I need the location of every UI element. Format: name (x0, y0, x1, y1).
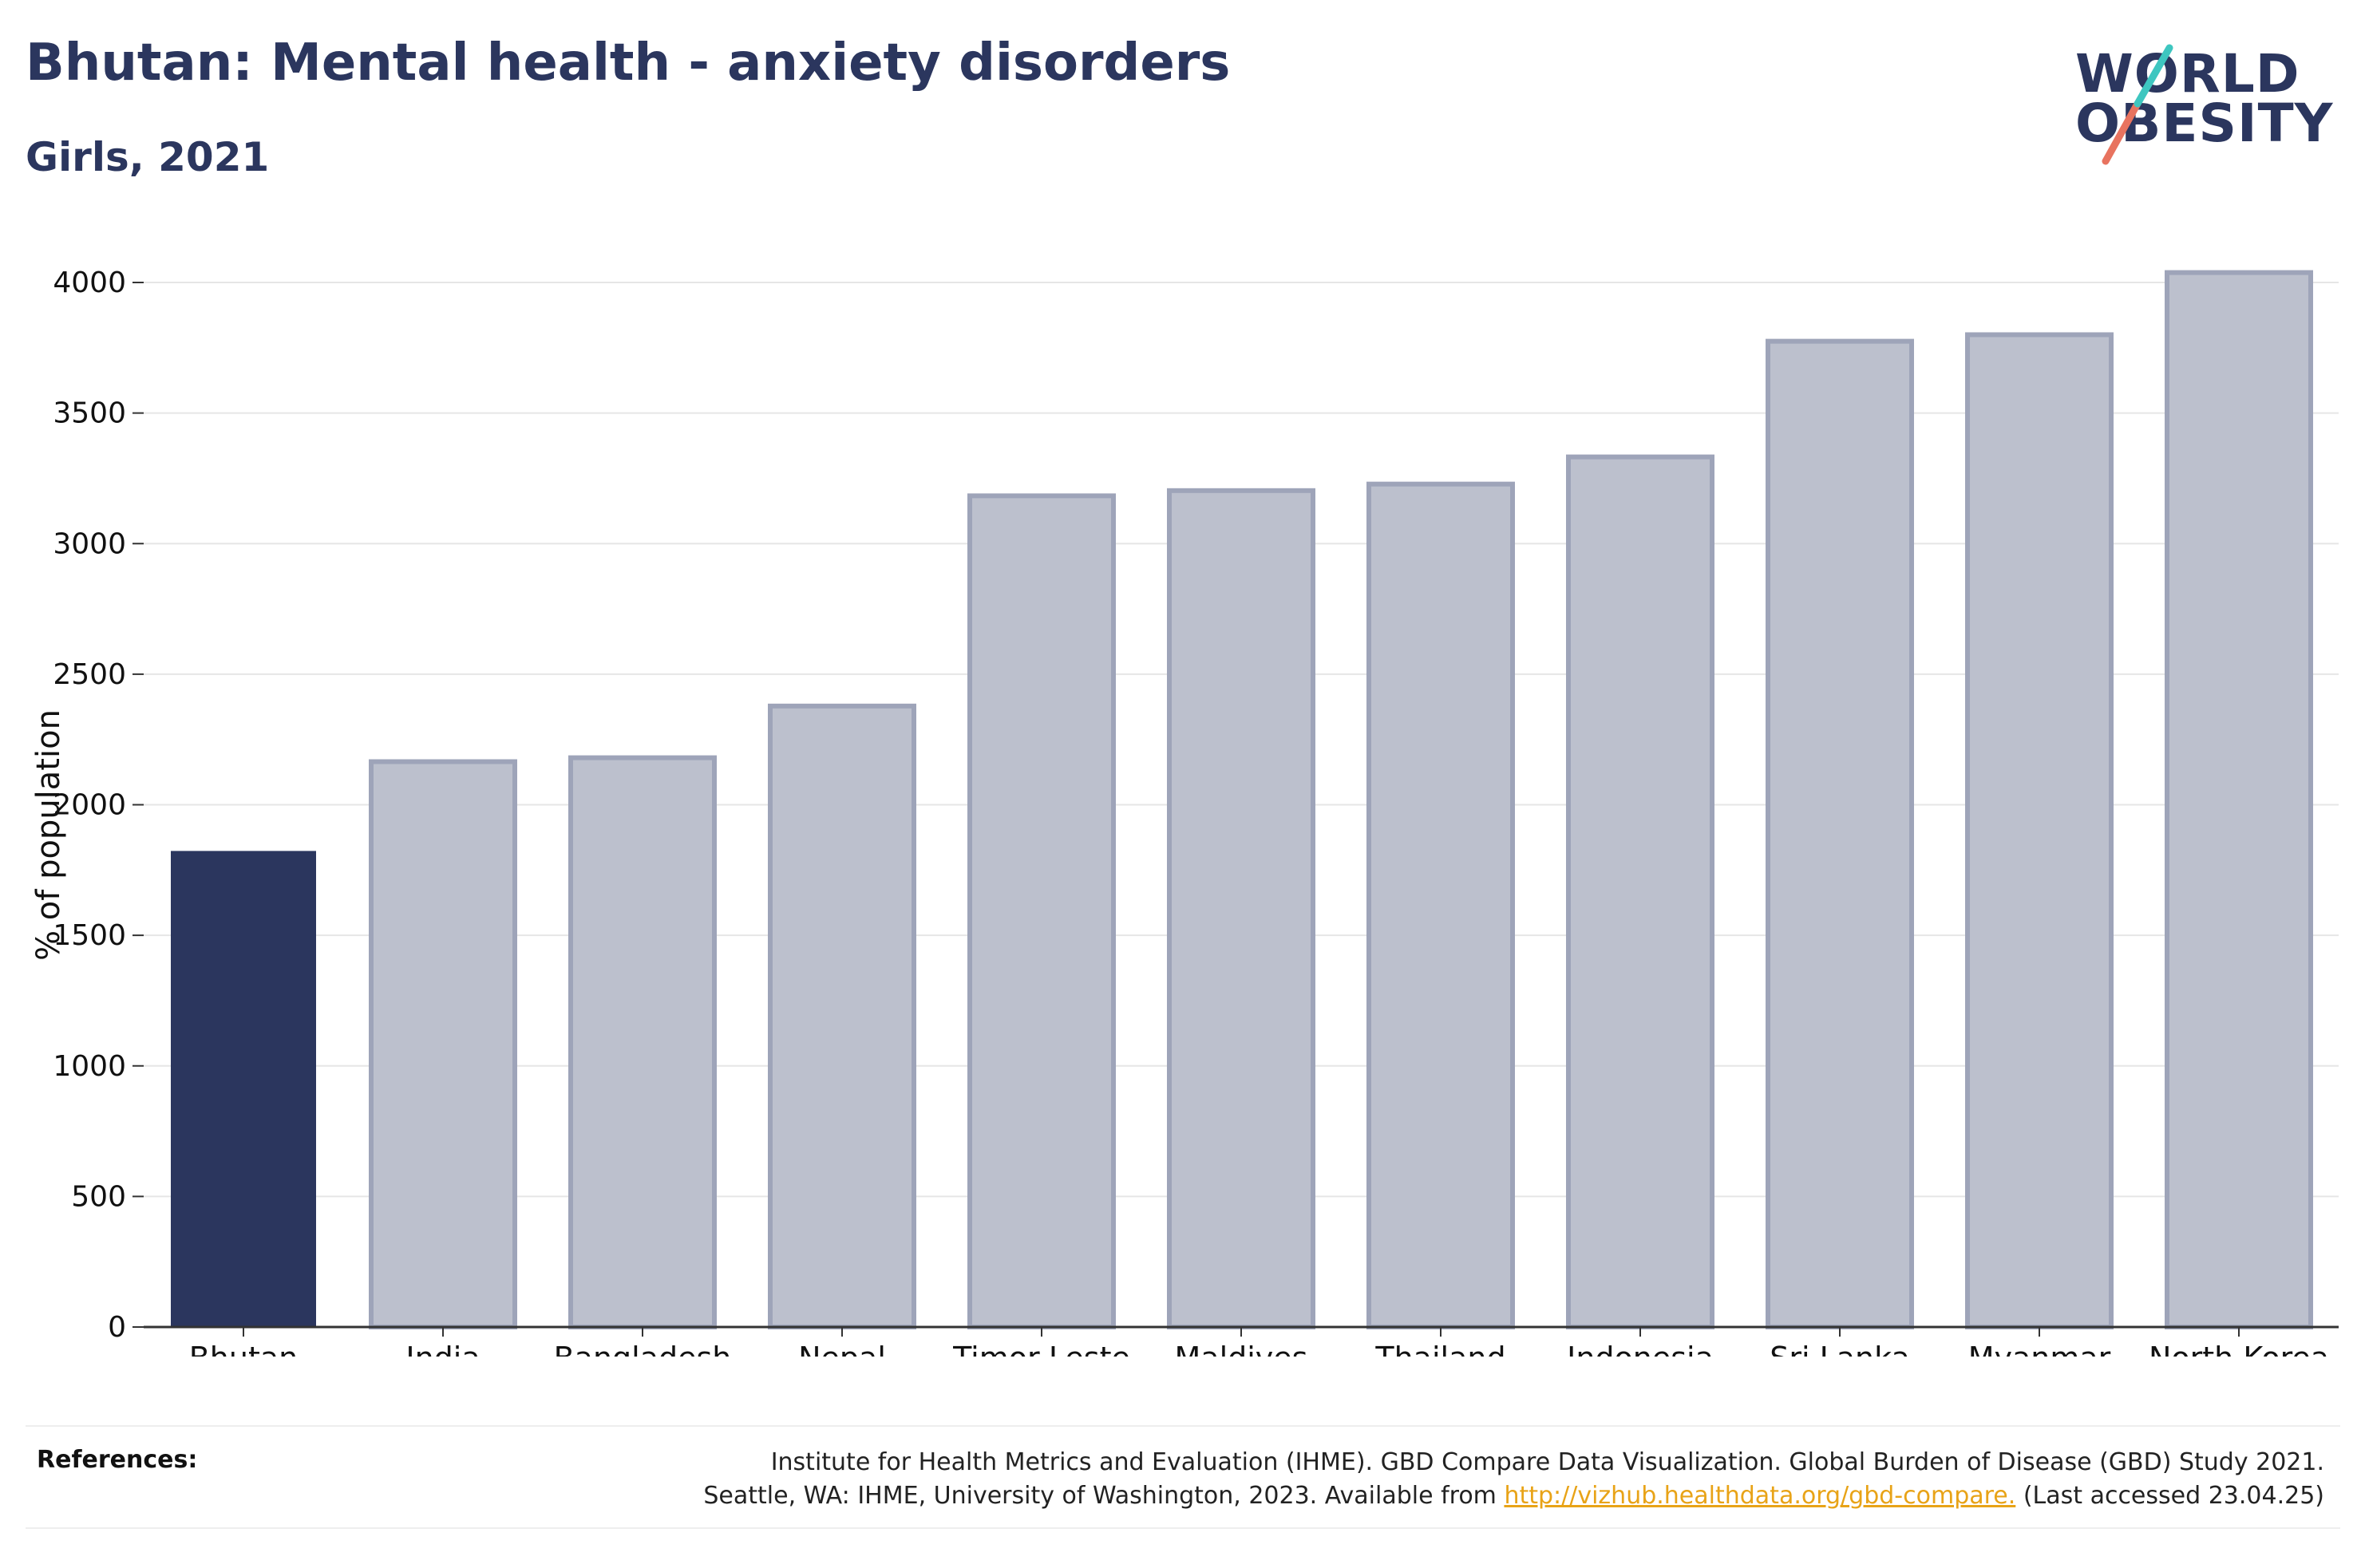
reference-link[interactable]: http://vizhub.healthdata.org/gbd-compare… (1504, 1482, 2016, 1510)
y-tick-label: 3000 (53, 527, 126, 560)
references-text: Institute for Health Metrics and Evaluat… (703, 1446, 2324, 1513)
y-axis-label: % of population (30, 709, 67, 961)
reference-line-2-prefix: Seattle, WA: IHME, University of Washing… (703, 1482, 1505, 1510)
references-label: References: (37, 1446, 198, 1474)
x-tick-label: Bhutan (189, 1341, 299, 1357)
x-tick-label: India (405, 1341, 480, 1357)
bar-maldives (1167, 488, 1315, 1329)
x-tick-label: Indonesia (1567, 1341, 1714, 1357)
bar-sri-lanka (1766, 338, 1914, 1330)
x-tick-label: North Korea (2149, 1341, 2329, 1357)
bar-indonesia (1566, 454, 1714, 1329)
logo-slash-icon (2102, 44, 2173, 165)
y-tick-label: 500 (71, 1180, 126, 1213)
bar-timor-leste (967, 493, 1116, 1329)
bar-north-korea (2165, 270, 2313, 1330)
y-tick-label: 2500 (53, 658, 126, 691)
y-tick-label: 3500 (53, 397, 126, 430)
bar-chart: 0 500 1000 1500 2000 2500 3000 3500 4000 Bhutan I… (30, 267, 2339, 1357)
y-axis-ticks: 0 500 1000 1500 2000 2500 3000 3500 4000 (53, 267, 144, 1344)
x-tick-label: Timor-Leste (952, 1341, 1130, 1357)
bar-nepal (768, 703, 916, 1329)
y-tick-label: 0 (108, 1311, 126, 1344)
y-tick-label: 1000 (53, 1050, 126, 1083)
world-obesity-logo: WORLD OBESITY (2075, 24, 2347, 168)
bar-thailand (1366, 481, 1515, 1330)
y-tick-label: 1500 (53, 919, 126, 952)
chart-subtitle: Girls, 2021 (26, 134, 270, 180)
bar-bangladesh (568, 755, 717, 1329)
reference-line-2-suffix: (Last accessed 23.04.25) (2015, 1482, 2324, 1510)
y-tick-label: 4000 (53, 267, 126, 299)
x-tick-label: Myanmar (1968, 1341, 2111, 1357)
references-panel: References: Institute for Health Metrics… (26, 1425, 2340, 1529)
chart-title: Bhutan: Mental health - anxiety disorder… (26, 34, 1231, 93)
x-axis-ticks: Bhutan India Bangladesh Nepal Timor-Leste Mal… (189, 1327, 2329, 1357)
y-tick-label: 2000 (53, 789, 126, 822)
x-tick-label: Nepal (798, 1341, 886, 1357)
x-tick-label: Sri Lanka (1770, 1341, 1910, 1357)
bar-india (369, 759, 517, 1329)
x-tick-label: Maldives (1175, 1341, 1308, 1357)
x-tick-label: Bangladesh (554, 1341, 732, 1357)
bars (171, 270, 2313, 1330)
bar-bhutan (171, 851, 316, 1328)
reference-line-1: Institute for Health Metrics and Evaluat… (770, 1448, 2324, 1476)
logo-text-world: WORLD (2075, 43, 2300, 105)
x-tick-label: Thailand (1374, 1341, 1505, 1357)
bar-myanmar (1965, 332, 2114, 1330)
